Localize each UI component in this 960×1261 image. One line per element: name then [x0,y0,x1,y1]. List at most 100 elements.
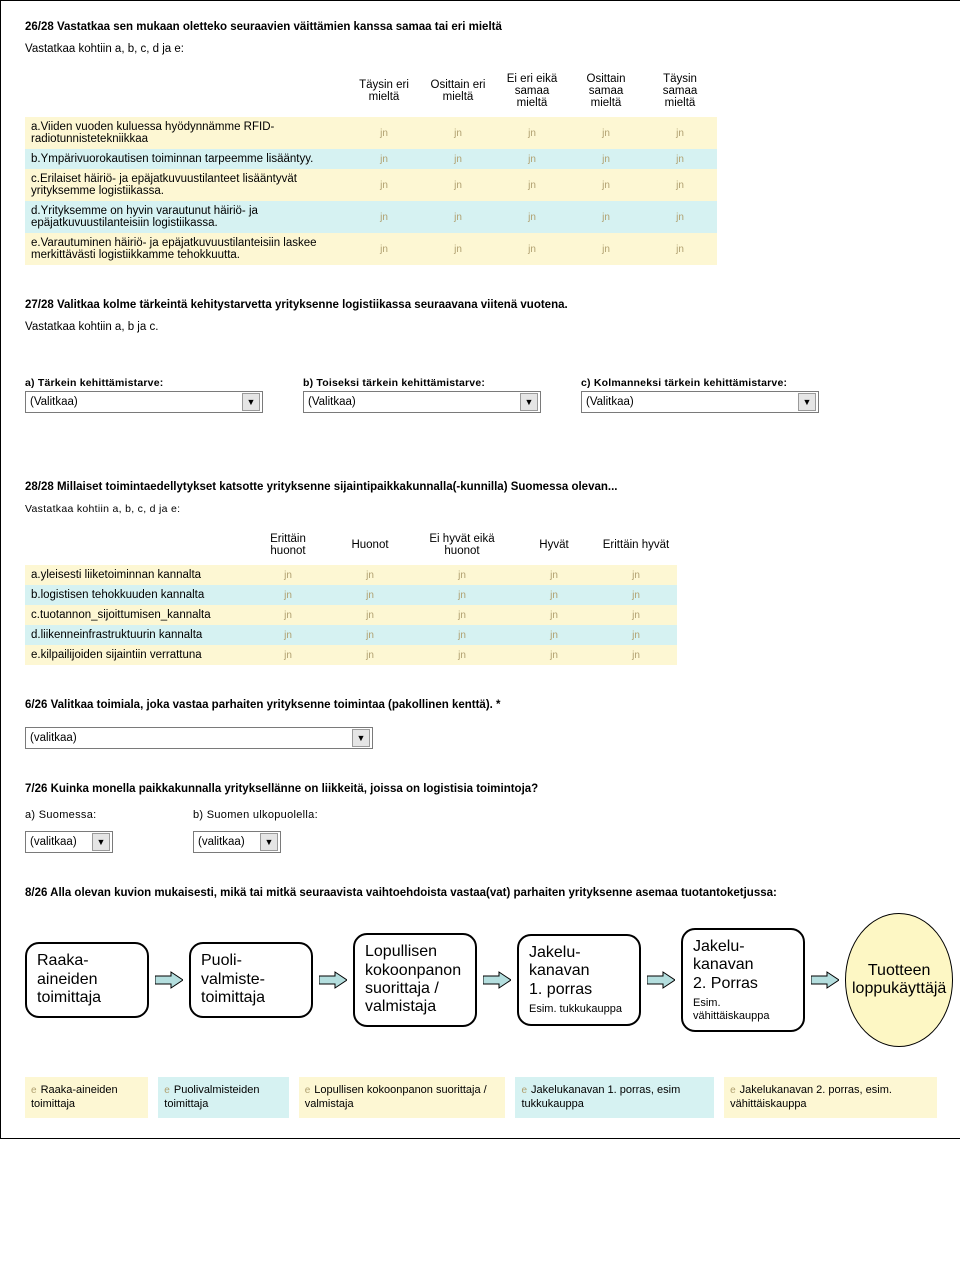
radio-option[interactable]: jn [513,645,595,665]
diagram-box: Puoli-valmiste-toimittaja [189,942,313,1017]
radio-option[interactable]: jn [421,117,495,149]
radio-option[interactable]: jn [421,201,495,233]
checkbox-glyph: e [730,1085,736,1096]
q27-title: 27/28 Valitkaa kolme tärkeintä kehitysta… [25,299,937,311]
radio-option[interactable]: jn [495,201,569,233]
q27-b-select[interactable]: (Valitkaa) ▼ [303,391,541,413]
row-label: a.yleisesti liiketoiminnan kannalta [25,565,247,585]
matrix-row: b.logistisen tehokkuuden kannaltajnjnjnj… [25,585,677,605]
q26-instr: Vastatkaa kohtiin a, b, c, d ja e: [25,43,937,55]
radio-option[interactable]: jn [513,605,595,625]
q28-title: 28/28 Millaiset toimintaedellytykset kat… [25,481,937,493]
radio-option[interactable]: jn [421,149,495,169]
checkbox-option[interactable]: ePuolivalmisteiden toimittaja [158,1077,288,1118]
radio-option[interactable]: jn [411,625,513,645]
diagram-box: Lopullisenkokoonpanonsuorittaja /valmist… [353,933,477,1027]
matrix-row: e.Varautuminen häiriö- ja epäjatkuvuusti… [25,233,717,265]
radio-option[interactable]: jn [513,565,595,585]
q27-c-select[interactable]: (Valitkaa) ▼ [581,391,819,413]
q6-select[interactable]: (valitkaa) ▼ [25,727,373,749]
q27-a-value: (Valitkaa) [30,396,78,408]
q27-b-label: b) Toiseksi tärkein kehittämistarve: [303,377,541,389]
arrow-icon [319,971,347,989]
radio-option[interactable]: jn [347,149,421,169]
radio-option[interactable]: jn [569,117,643,149]
radio-option[interactable]: jn [329,565,411,585]
radio-option[interactable]: jn [495,233,569,265]
radio-option[interactable]: jn [347,169,421,201]
radio-option[interactable]: jn [247,585,329,605]
checkbox-glyph: e [31,1085,37,1096]
radio-option[interactable]: jn [329,605,411,625]
radio-option[interactable]: jn [247,625,329,645]
q27-a-select[interactable]: (Valitkaa) ▼ [25,391,263,413]
matrix-row: c.tuotannon_sijoittumisen_kannaltajnjnjn… [25,605,677,625]
radio-option[interactable]: jn [329,645,411,665]
radio-option[interactable]: jn [247,605,329,625]
radio-option[interactable]: jn [595,625,677,645]
row-label: e.kilpailijoiden sijaintiin verrattuna [25,645,247,665]
q26-h3: Osittain samaa mieltä [569,69,643,117]
radio-option[interactable]: jn [569,201,643,233]
radio-option[interactable]: jn [643,233,717,265]
radio-option[interactable]: jn [643,169,717,201]
radio-option[interactable]: jn [411,565,513,585]
q7-b-select[interactable]: (valitkaa) ▼ [193,831,281,853]
matrix-row: e.kilpailijoiden sijaintiin verrattunajn… [25,645,677,665]
radio-option[interactable]: jn [643,201,717,233]
radio-option[interactable]: jn [595,645,677,665]
q26-matrix: Täysin eri mieltä Osittain eri mieltä Ei… [25,69,717,265]
radio-option[interactable]: jn [347,117,421,149]
row-label: b.logistisen tehokkuuden kannalta [25,585,247,605]
radio-option[interactable]: jn [329,625,411,645]
radio-option[interactable]: jn [513,585,595,605]
q6-title: 6/26 Valitkaa toimiala, joka vastaa parh… [25,699,937,711]
spacer [25,529,247,565]
diagram-box: Raaka-aineidentoimittaja [25,942,149,1017]
q7-title: 7/26 Kuinka monella paikkakunnalla yrity… [25,783,937,795]
radio-option[interactable]: jn [347,233,421,265]
radio-option[interactable]: jn [595,585,677,605]
radio-option[interactable]: jn [495,169,569,201]
radio-option[interactable]: jn [411,605,513,625]
radio-option[interactable]: jn [569,149,643,169]
radio-option[interactable]: jn [421,233,495,265]
q27-b-value: (Valitkaa) [308,396,356,408]
radio-option[interactable]: jn [643,117,717,149]
q28-h1: Huonot [329,529,411,565]
q28-h3: Hyvät [513,529,595,565]
radio-option[interactable]: jn [247,645,329,665]
row-label: d.Yrityksemme on hyvin varautunut häiriö… [25,201,347,233]
radio-option[interactable]: jn [421,169,495,201]
radio-option[interactable]: jn [411,645,513,665]
row-label: d.liikenneinfrastruktuurin kannalta [25,625,247,645]
arrow-icon [155,971,183,989]
radio-option[interactable]: jn [513,625,595,645]
q8-diagram: Raaka-aineidentoimittaja Puoli-valmiste-t… [25,913,937,1047]
radio-option[interactable]: jn [347,201,421,233]
checkbox-glyph: e [521,1085,527,1096]
checkbox-option[interactable]: eJakelukanavan 2. porras, esim. vähittäi… [724,1077,937,1118]
dropdown-arrow-icon: ▼ [352,729,370,747]
checkbox-option[interactable]: eJakelukanavan 1. porras, esim tukkukaup… [515,1077,714,1118]
radio-option[interactable]: jn [495,117,569,149]
q28-instr: Vastatkaa kohtiin a, b, c, d ja e: [25,503,937,515]
q27-instr: Vastatkaa kohtiin a, b ja c. [25,321,937,333]
checkbox-option[interactable]: eRaaka-aineiden toimittaja [25,1077,148,1118]
q7-a-select[interactable]: (valitkaa) ▼ [25,831,113,853]
radio-option[interactable]: jn [643,149,717,169]
checkbox-glyph: e [305,1085,311,1096]
radio-option[interactable]: jn [569,233,643,265]
radio-option[interactable]: jn [595,605,677,625]
arrow-icon [483,971,511,989]
radio-option[interactable]: jn [495,149,569,169]
radio-option[interactable]: jn [329,585,411,605]
radio-option[interactable]: jn [595,565,677,585]
radio-option[interactable]: jn [569,169,643,201]
radio-option[interactable]: jn [247,565,329,585]
q26-h0: Täysin eri mieltä [347,69,421,117]
radio-option[interactable]: jn [411,585,513,605]
q6-value: (valitkaa) [30,732,77,744]
checkbox-option[interactable]: eLopullisen kokoonpanon suorittaja / val… [299,1077,506,1118]
q7-b-value: (valitkaa) [198,836,245,848]
